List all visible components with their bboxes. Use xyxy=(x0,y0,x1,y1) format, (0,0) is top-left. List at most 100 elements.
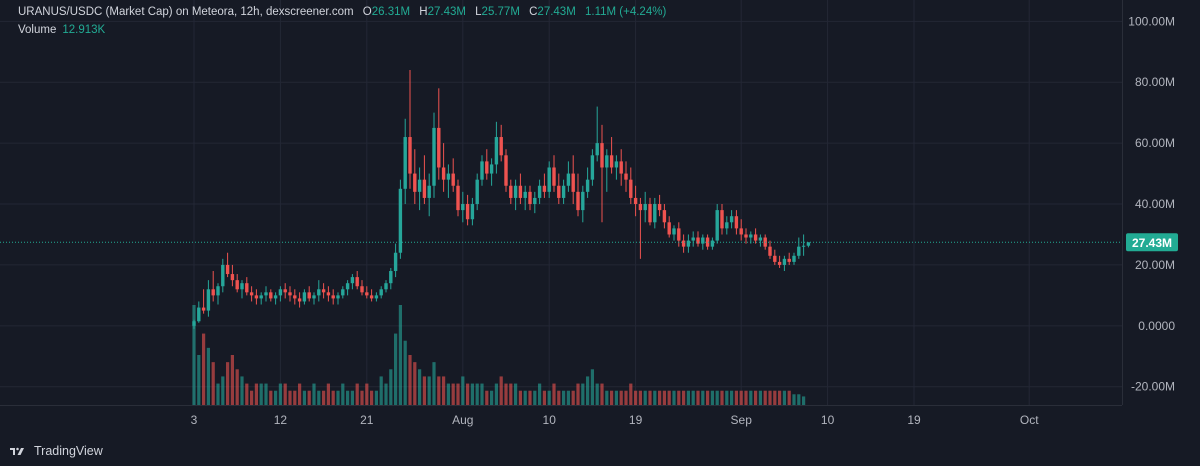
candle-body xyxy=(749,234,753,238)
candle-body xyxy=(638,204,643,211)
volume-bar xyxy=(696,390,700,405)
volume-bar xyxy=(638,390,642,405)
volume-bar xyxy=(677,390,681,405)
candle-body xyxy=(225,264,230,275)
volume-bar xyxy=(475,383,479,405)
volume-bar xyxy=(802,396,806,405)
volume-bar xyxy=(552,383,556,405)
volume-bar xyxy=(701,390,705,405)
candle-body xyxy=(734,216,739,229)
candle-body xyxy=(547,167,551,192)
volume-bar xyxy=(610,390,614,405)
volume-bar xyxy=(581,383,585,405)
volume-bar xyxy=(590,369,594,405)
y-tick-label: 60.00M xyxy=(1135,136,1175,150)
volume-bar xyxy=(317,390,321,405)
volume-bar xyxy=(614,390,618,405)
volume-bar xyxy=(192,305,196,405)
y-tick-label: -20.00M xyxy=(1131,380,1175,394)
y-tick-label: 20.00M xyxy=(1135,258,1175,272)
x-tick-label: 10 xyxy=(543,413,557,427)
candle-body xyxy=(605,155,609,168)
volume-bar xyxy=(206,347,210,405)
candle-body xyxy=(662,210,667,223)
candle-body xyxy=(379,289,383,296)
candle-body xyxy=(283,289,287,293)
candle-body xyxy=(273,295,278,299)
candle-body xyxy=(192,321,196,326)
candle-body xyxy=(777,261,782,265)
candle-body xyxy=(230,274,235,281)
candle-body xyxy=(475,179,479,205)
candle-body xyxy=(302,292,307,302)
volume-bar xyxy=(662,390,666,405)
volume-bar xyxy=(350,390,354,405)
volume-value: 12.913K xyxy=(62,24,106,36)
candle-body xyxy=(624,173,628,180)
candle-body xyxy=(485,161,489,174)
tradingview-brand[interactable]: TradingView xyxy=(10,444,103,458)
candle-body xyxy=(686,240,691,247)
candle-body xyxy=(451,173,455,186)
candle-body xyxy=(201,307,206,311)
candle-body xyxy=(254,295,259,299)
candle-body xyxy=(648,204,652,223)
volume-bar xyxy=(211,362,215,405)
volume-bar xyxy=(778,390,782,405)
candle-body xyxy=(288,292,292,296)
candle-body xyxy=(427,185,431,198)
volume-bar xyxy=(403,340,407,405)
y-tick-label: 80.00M xyxy=(1135,75,1175,89)
volume-bar xyxy=(226,362,230,405)
volume-bar xyxy=(374,390,378,405)
candle-body xyxy=(585,179,590,192)
candle-body xyxy=(801,245,806,247)
volume-bar xyxy=(672,390,676,405)
candle-body xyxy=(499,137,503,156)
candle-body xyxy=(403,137,407,189)
candle-body xyxy=(480,161,484,180)
volume-bar xyxy=(643,390,647,405)
candle-body xyxy=(437,127,441,168)
candle-body xyxy=(609,155,614,168)
volume-bar xyxy=(235,369,239,405)
volume-bar xyxy=(494,383,498,405)
candle-body xyxy=(278,289,283,296)
volume-bar xyxy=(245,383,249,405)
candle-body xyxy=(307,292,311,299)
candle-body xyxy=(657,204,662,211)
candle-body xyxy=(321,289,326,293)
volume-bar xyxy=(533,390,537,405)
volume-bar xyxy=(288,390,292,405)
volume-bar xyxy=(274,390,278,405)
volume-bar xyxy=(269,390,273,405)
low-label: L xyxy=(475,6,482,18)
volume-bar xyxy=(658,390,662,405)
volume-bar xyxy=(466,383,470,405)
candle-body xyxy=(341,289,345,296)
volume-bar xyxy=(360,390,364,405)
candle-body xyxy=(398,188,403,253)
volume-bar xyxy=(768,390,772,405)
volume-bar xyxy=(773,390,777,405)
candle-body xyxy=(355,277,359,287)
candle-body xyxy=(725,222,729,229)
candle-body xyxy=(249,292,254,296)
high-value: 27.43M xyxy=(427,6,466,18)
volume-bar xyxy=(230,355,234,405)
x-tick-label: 19 xyxy=(907,413,921,427)
candle-body xyxy=(384,283,388,290)
last-price-label: 27.43M xyxy=(1132,236,1172,250)
candle-body xyxy=(643,204,647,211)
volume-bar xyxy=(686,390,690,405)
brand-name: TradingView xyxy=(34,444,103,458)
volume-bar xyxy=(518,390,522,405)
volume-bar xyxy=(523,390,527,405)
candle-body xyxy=(461,204,465,211)
volume-bar xyxy=(763,390,767,405)
x-tick-label: Sep xyxy=(731,413,753,427)
volume-bar xyxy=(547,390,551,405)
volume-bar xyxy=(456,383,460,405)
x-tick-label: 10 xyxy=(821,413,835,427)
